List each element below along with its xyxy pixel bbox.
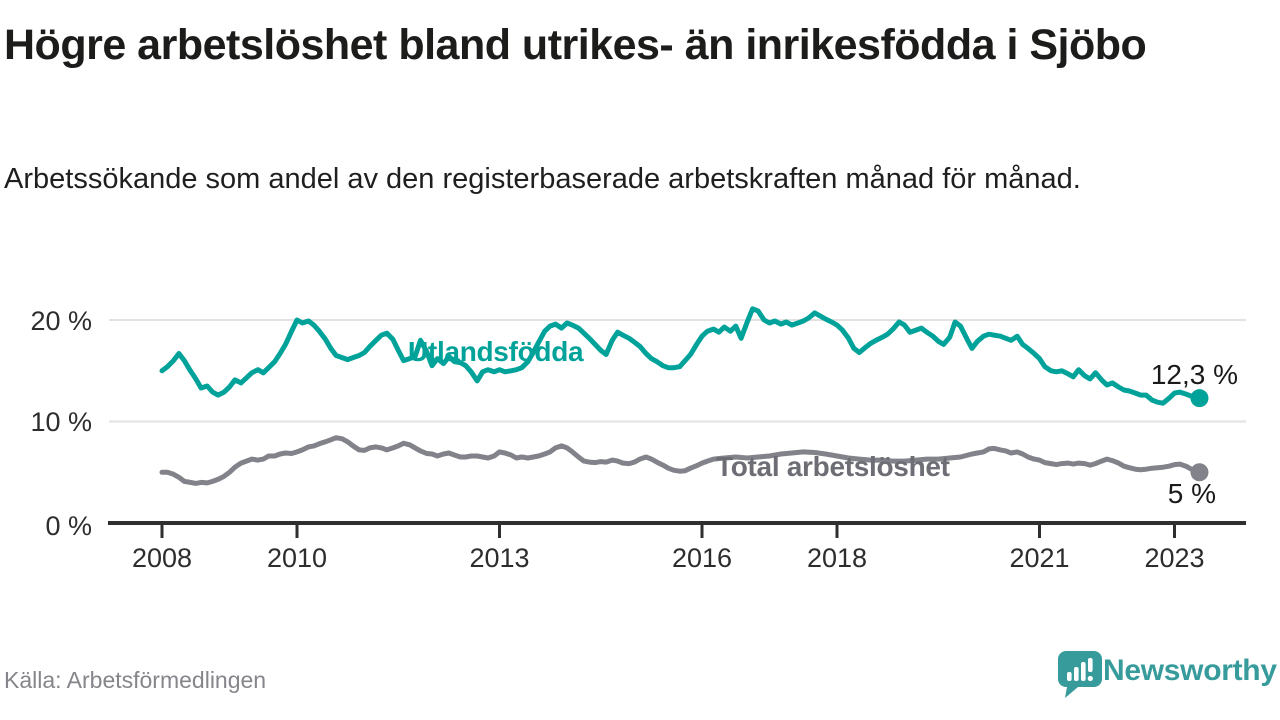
x-axis-label-2023: 2023: [1144, 543, 1205, 573]
x-axis-label-2018: 2018: [806, 543, 868, 573]
series-end-dot-utlandsfodda: [1190, 389, 1209, 408]
x-axis-label-2013: 2013: [469, 543, 530, 573]
y-axis-label-20: 20 %: [30, 306, 92, 336]
y-axis-label-10: 10 %: [30, 407, 92, 437]
x-axis-label-2008: 2008: [131, 543, 193, 573]
series-label-total-arbetsloshet: Total arbetslöshet: [716, 451, 950, 482]
page-title: Högre arbetslöshet bland utrikes- än inr…: [4, 21, 1147, 69]
end-value-label-utlandsfodda: 12,3 %: [1150, 359, 1238, 390]
speech-bubble-shape: [1058, 651, 1102, 698]
chart-subtitle: Arbetssökande som andel av den registerb…: [4, 163, 1081, 195]
x-axis-label-2021: 2021: [1009, 543, 1070, 573]
series-label-utlandsfodda: Utlandsfödda: [408, 336, 584, 367]
series-line-utlandsfodda: [159, 306, 1202, 406]
y-axis-label-0: 0 %: [45, 511, 92, 541]
x-axis-label-2010: 2010: [266, 543, 328, 573]
series-line-total: [159, 435, 1202, 486]
newsworthy-brand: Newsworthy: [1057, 650, 1277, 700]
series-end-dot-total: [1190, 463, 1209, 482]
end-value-label-total: 5 %: [1167, 478, 1216, 509]
source-note: Källa: Arbetsförmedlingen: [4, 667, 267, 693]
newsworthy-logo-icon: [1058, 651, 1102, 698]
newsworthy-wordmark: Newsworthy: [1103, 654, 1277, 687]
x-axis-label-2016: 2016: [671, 543, 733, 573]
